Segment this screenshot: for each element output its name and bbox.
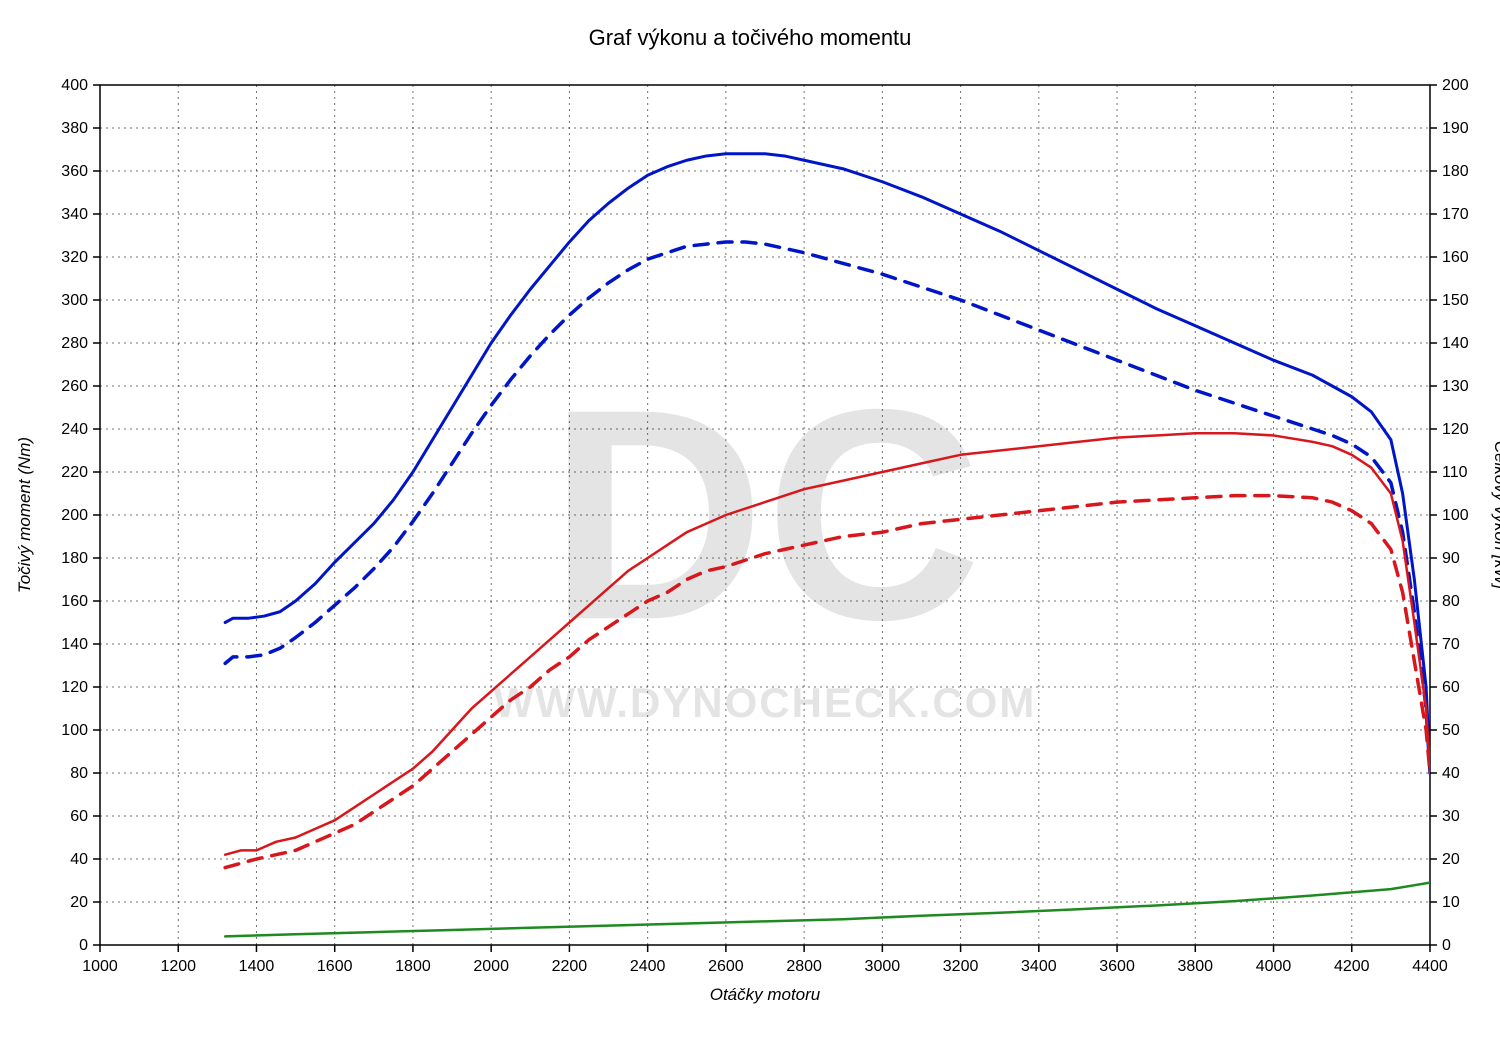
y-axis-left-title: Točivý moment (Nm) [15, 437, 34, 593]
yl-tick-label: 80 [70, 765, 88, 782]
yl-tick-label: 20 [70, 894, 88, 911]
yr-tick-label: 110 [1442, 464, 1468, 481]
x-tick-label: 3600 [1099, 958, 1135, 975]
x-tick-label: 4000 [1256, 958, 1292, 975]
x-tick-label: 4400 [1412, 958, 1448, 975]
yr-tick-label: 170 [1442, 206, 1469, 223]
x-tick-label: 4200 [1334, 958, 1370, 975]
yl-tick-label: 240 [61, 421, 88, 438]
yl-tick-label: 300 [61, 292, 88, 309]
x-tick-label: 1800 [395, 958, 431, 975]
x-tick-label: 3200 [943, 958, 979, 975]
yr-tick-label: 180 [1442, 163, 1469, 180]
yl-tick-label: 160 [61, 593, 88, 610]
x-tick-label: 1200 [160, 958, 196, 975]
yl-tick-label: 380 [61, 120, 88, 137]
chart-title: Graf výkonu a točivého momentu [589, 25, 912, 50]
yr-tick-label: 150 [1442, 292, 1469, 309]
yr-tick-label: 100 [1442, 507, 1469, 524]
x-tick-label: 2000 [473, 958, 509, 975]
yl-tick-label: 340 [61, 206, 88, 223]
yr-tick-label: 70 [1442, 636, 1460, 653]
x-tick-label: 3400 [1021, 958, 1057, 975]
yr-tick-label: 10 [1442, 894, 1460, 911]
yr-tick-label: 60 [1442, 679, 1460, 696]
yl-tick-label: 140 [61, 636, 88, 653]
y-axis-right-title: Celkový výkon [kW] [1491, 441, 1500, 591]
yl-tick-label: 220 [61, 464, 88, 481]
yl-tick-label: 400 [61, 77, 88, 94]
dyno-chart: DCWWW.DYNOCHECK.COM100012001400160018002… [0, 0, 1500, 1041]
x-tick-label: 2800 [786, 958, 822, 975]
yl-tick-label: 360 [61, 163, 88, 180]
yl-tick-label: 260 [61, 378, 88, 395]
x-axis-title: Otáčky motoru [710, 985, 821, 1004]
yr-tick-label: 40 [1442, 765, 1460, 782]
yl-tick-label: 280 [61, 335, 88, 352]
yl-tick-label: 320 [61, 249, 88, 266]
x-tick-label: 1600 [317, 958, 353, 975]
x-tick-label: 2400 [630, 958, 666, 975]
x-tick-label: 2200 [552, 958, 588, 975]
yr-tick-label: 130 [1442, 378, 1469, 395]
watermark: DCWWW.DYNOCHECK.COM [494, 346, 1037, 726]
yr-tick-label: 30 [1442, 808, 1460, 825]
x-tick-label: 2600 [708, 958, 744, 975]
yr-tick-label: 20 [1442, 851, 1460, 868]
x-tick-label: 1400 [239, 958, 275, 975]
yl-tick-label: 60 [70, 808, 88, 825]
yr-tick-label: 140 [1442, 335, 1469, 352]
yr-tick-label: 120 [1442, 421, 1469, 438]
yl-tick-label: 180 [61, 550, 88, 567]
yr-tick-label: 90 [1442, 550, 1460, 567]
x-tick-label: 3000 [865, 958, 901, 975]
watermark-sub: WWW.DYNOCHECK.COM [494, 679, 1037, 726]
yr-tick-label: 200 [1442, 77, 1469, 94]
yr-tick-label: 50 [1442, 722, 1460, 739]
yl-tick-label: 200 [61, 507, 88, 524]
yl-tick-label: 100 [61, 722, 88, 739]
yr-tick-label: 80 [1442, 593, 1460, 610]
yr-tick-label: 190 [1442, 120, 1469, 137]
yl-tick-label: 40 [70, 851, 88, 868]
yr-tick-label: 160 [1442, 249, 1469, 266]
watermark-main: DC [548, 346, 981, 682]
yr-tick-label: 0 [1442, 937, 1451, 954]
x-tick-label: 3800 [1177, 958, 1213, 975]
x-tick-label: 1000 [82, 958, 118, 975]
yl-tick-label: 0 [79, 937, 88, 954]
yl-tick-label: 120 [61, 679, 88, 696]
